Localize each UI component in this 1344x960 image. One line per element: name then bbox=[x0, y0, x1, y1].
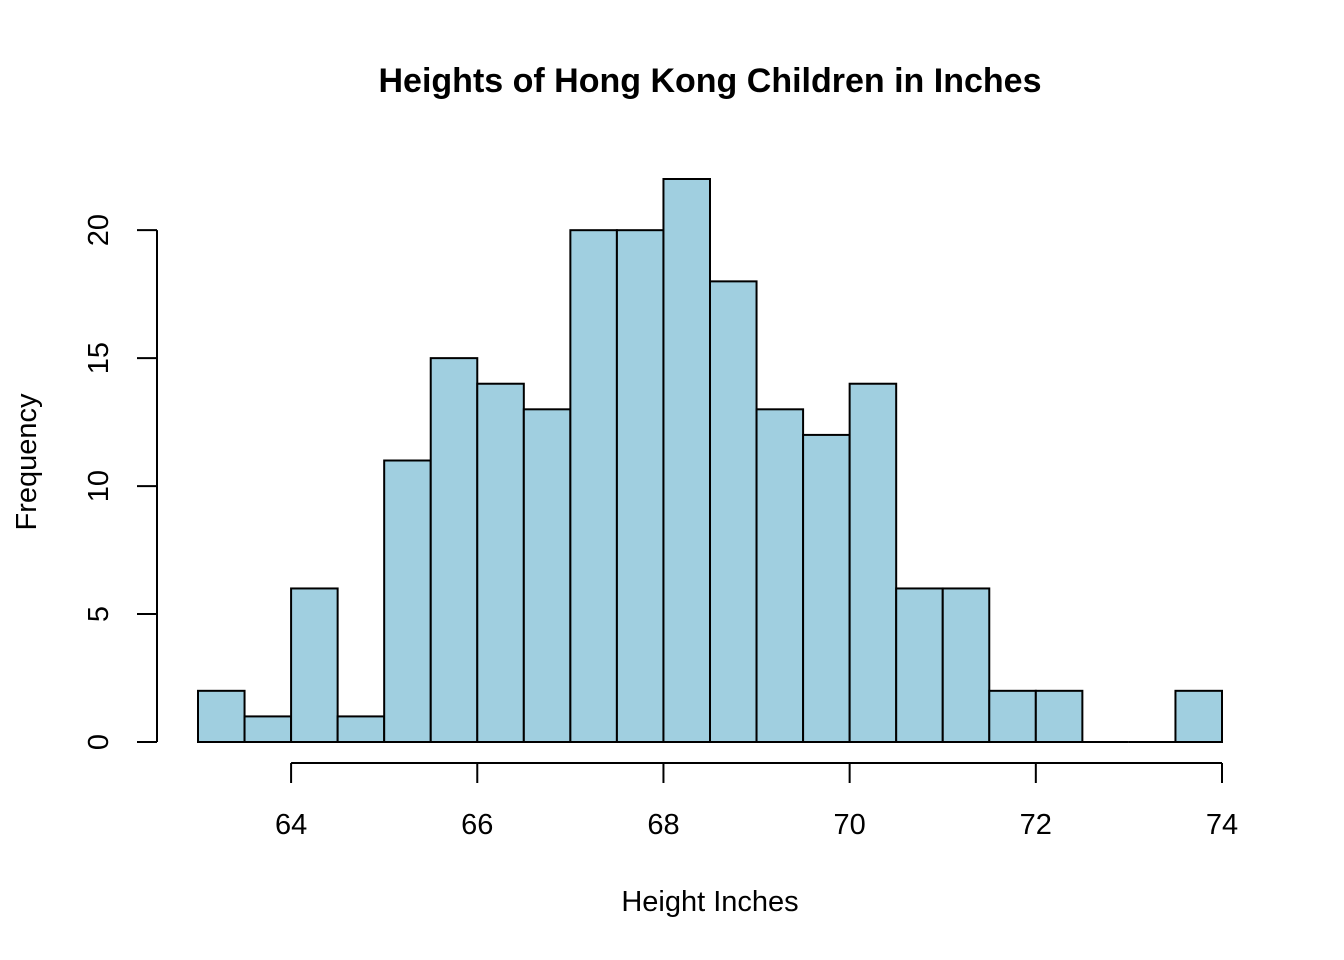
histogram-bar bbox=[197, 689, 246, 743]
y-tick-label: 0 bbox=[83, 734, 115, 750]
histogram-bar bbox=[848, 382, 898, 743]
histogram-bar bbox=[476, 382, 525, 743]
histogram-bar bbox=[615, 229, 665, 743]
histogram-bar bbox=[243, 715, 293, 744]
histogram-bar bbox=[802, 433, 851, 743]
histogram-bar bbox=[988, 689, 1037, 743]
histogram-bar bbox=[383, 459, 432, 743]
y-axis: 0 5 10 15 20 bbox=[83, 214, 158, 750]
y-tick-label: 5 bbox=[83, 606, 115, 622]
y-tick-label: 15 bbox=[83, 342, 115, 374]
histogram-bar bbox=[1034, 689, 1084, 743]
histogram-bar bbox=[290, 587, 339, 743]
x-axis: 64 66 68 70 72 74 bbox=[275, 762, 1238, 841]
x-tick-label: 66 bbox=[461, 809, 493, 841]
x-tick-label: 72 bbox=[1020, 809, 1052, 841]
histogram-bar bbox=[941, 587, 991, 743]
histogram-bar bbox=[662, 178, 711, 743]
x-tick-label: 64 bbox=[275, 809, 307, 841]
x-tick-label: 70 bbox=[834, 809, 866, 841]
y-tick-label: 20 bbox=[83, 214, 115, 246]
x-tick-label: 74 bbox=[1206, 809, 1238, 841]
x-axis-label: Height Inches bbox=[621, 886, 798, 918]
histogram-bar bbox=[755, 408, 805, 743]
histogram-bar bbox=[569, 229, 618, 743]
histogram-bar bbox=[709, 280, 758, 743]
histogram-bar bbox=[429, 357, 479, 743]
histogram-bar bbox=[522, 408, 572, 743]
x-tick-label: 68 bbox=[647, 809, 679, 841]
histogram-bar bbox=[336, 715, 386, 744]
histogram-bar bbox=[895, 587, 944, 743]
y-tick-label: 10 bbox=[83, 470, 115, 502]
bars-group bbox=[197, 178, 1224, 744]
y-axis-label: Frequency bbox=[11, 393, 43, 531]
histogram-bar bbox=[1174, 689, 1224, 743]
chart-title: Heights of Hong Kong Children in Inches bbox=[379, 62, 1042, 100]
